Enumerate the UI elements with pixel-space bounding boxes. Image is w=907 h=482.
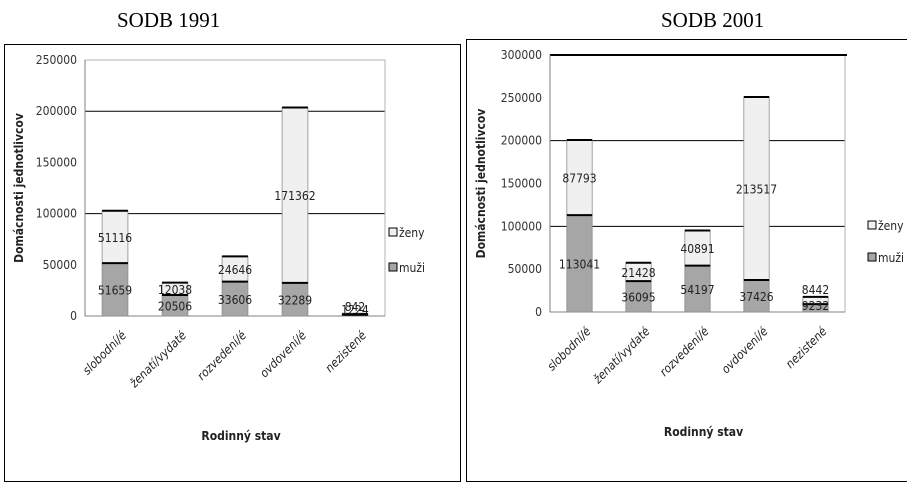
data-label-muzi: 32289 [278,293,312,307]
y-tick-label: 100000 [501,219,542,233]
chart-title-2001: SODB 2001 [661,8,765,32]
data-label-muzi: 51659 [98,284,132,298]
x-axis-title: Rodinný stav [201,429,280,443]
x-tick-label: rozvedení/é [657,324,712,379]
y-axis-title: Domácnosti jednotlivcov [474,109,488,259]
chart-title-1991: SODB 1991 [117,8,221,32]
y-tick-label: 250000 [36,53,77,67]
y-tick-label: 200000 [501,134,542,148]
y-tick-label: 150000 [36,155,77,169]
y-tick-label: 250000 [501,91,542,105]
data-label-muzi: 54197 [680,283,714,297]
y-tick-label: 0 [535,305,542,319]
y-axis-title: Domácnosti jednotlivcov [12,113,26,263]
y-tick-label: 50000 [508,262,542,276]
chart-1991: 0 50000 100000 150000 200000 250000 51659 51116… [12,53,425,443]
y-tick-label: 50000 [43,258,77,272]
data-label-muzi: 9232 [802,299,829,313]
data-label-zeny: 213517 [736,182,777,196]
legend-swatch-muzi [388,262,398,272]
legend-swatch-zeny [867,220,877,230]
legend-label-zeny: ženy [878,219,904,233]
data-label-zeny: 40891 [680,242,714,256]
data-label-muzi: 36095 [621,291,655,305]
data-label-zeny: 51116 [98,231,132,245]
x-tick-label: slobodní/é [80,328,130,378]
data-label-zeny: 21428 [621,266,655,280]
x-tick-label: rozvedení/é [194,328,249,383]
y-tick-label: 100000 [36,207,77,221]
x-tick-label: ovdovení/é [257,328,309,380]
x-tick-label: nezistené [783,324,830,371]
legend-label-zeny: ženy [399,226,425,240]
x-tick-label: slobodní/é [544,324,594,374]
chart-2001: 0 50000 100000 150000 200000 250000 300000 1130… [474,48,904,439]
data-label-zeny: 842 [345,300,366,314]
chart-2001-frame: 0 50000 100000 150000 200000 250000 300000 1130… [466,39,907,482]
x-tick-label: ženatí/vydaté [126,328,189,391]
data-label-muzi: 20506 [158,300,192,314]
x-axis-title: Rodinný stav [664,425,743,439]
y-tick-label: 150000 [501,177,542,191]
data-label-muzi: 37426 [739,290,773,304]
x-tick-label: ovdovení/é [719,324,771,376]
legend-swatch-zeny [388,227,398,237]
x-tick-label: ženatí/vydaté [590,324,653,387]
data-label-zeny: 171362 [274,189,315,203]
data-label-zeny: 8442 [802,283,829,297]
data-label-muzi: 1224 [341,303,369,317]
legend-label-muzi: muži [878,251,904,265]
bar-muzi [625,280,652,313]
data-label-zeny: 12038 [158,283,192,297]
bar-zeny [281,107,309,284]
data-label-muzi: 33606 [218,293,252,307]
bar-muzi [101,262,129,317]
bar-muzi [566,214,593,313]
bar-zeny [684,230,711,266]
y-tick-label: 200000 [36,104,77,118]
legend-label-muzi: muži [399,261,425,275]
chart-1991-frame: 0 50000 100000 150000 200000 250000 51659 51116… [4,44,461,482]
y-tick-label: 0 [70,309,77,323]
bar-muzi [281,282,309,317]
data-label-zeny: 87793 [562,172,596,186]
legend-swatch-muzi [867,252,877,262]
bar-zeny [221,255,249,282]
bar-zeny [743,96,770,281]
x-tick-label: nezistené [322,328,369,375]
data-label-muzi: 113041 [559,258,600,272]
bar-muzi [743,279,770,313]
data-label-zeny: 24646 [218,263,252,277]
bar-muzi [221,281,249,317]
y-tick-label: 300000 [501,48,542,62]
